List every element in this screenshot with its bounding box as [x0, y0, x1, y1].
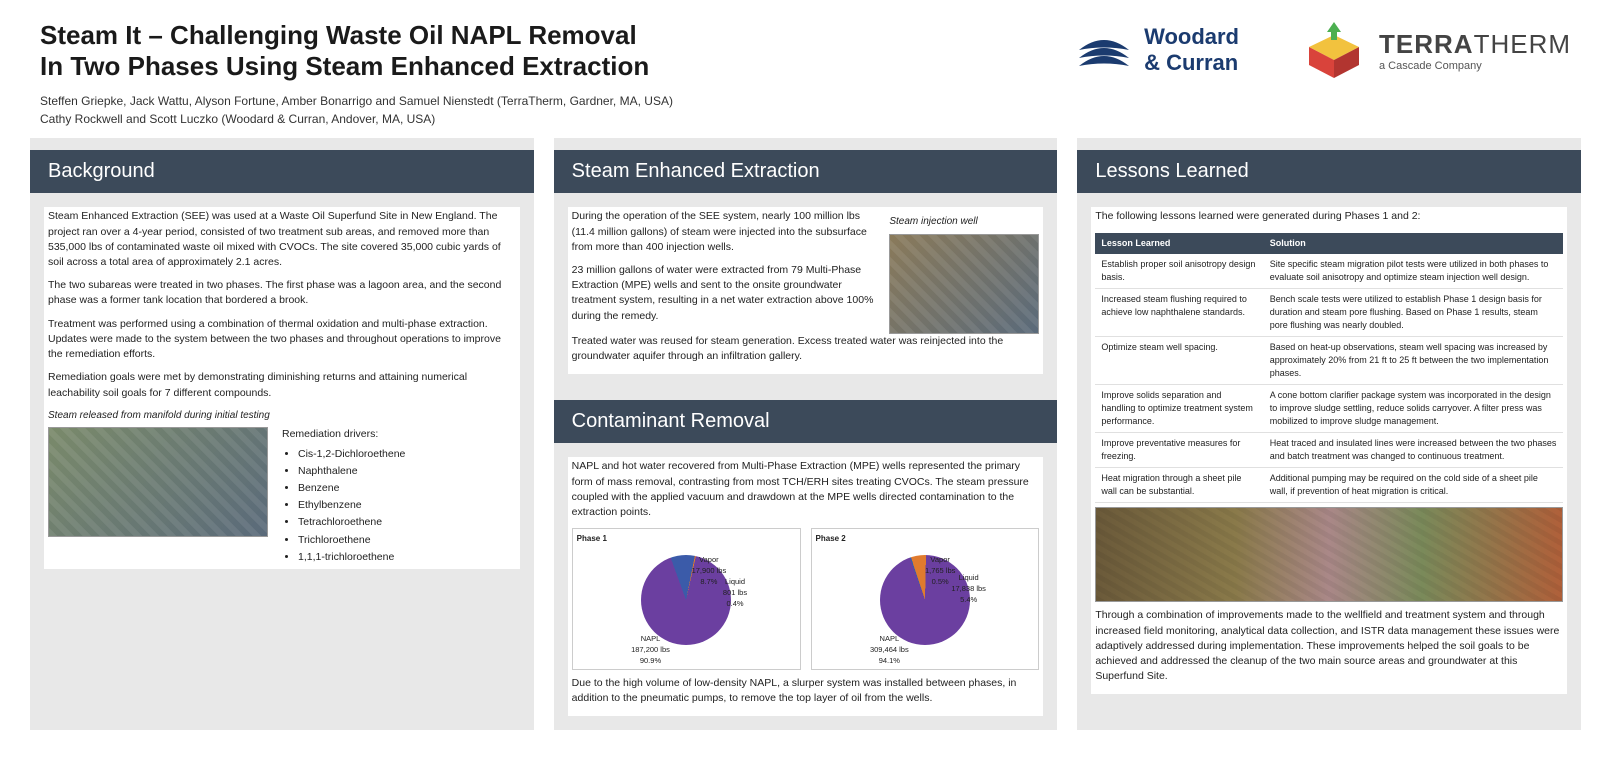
table-row: Optimize steam well spacing.Based on hea… [1095, 336, 1563, 384]
table-row: Establish proper soil anisotropy design … [1095, 254, 1563, 289]
phase1-card: Phase 1 Vapor 17,900 lbs 8.7% Liquid 801… [572, 528, 801, 670]
contaminant-body: NAPL and hot water recovered from Multi-… [568, 457, 1044, 716]
driver-item: Cis-1,2-Dichloroethene [298, 447, 405, 462]
see-p2: 23 million gallons of water were extract… [572, 263, 880, 324]
tt-cube-icon [1299, 20, 1369, 80]
cont-p1: NAPL and hot water recovered from Multi-… [572, 459, 1040, 520]
solution-cell: Heat traced and insulated lines were inc… [1264, 433, 1563, 468]
wc-mark-icon [1074, 25, 1134, 75]
lessons-col1: Lesson Learned [1095, 233, 1263, 254]
drivers-block: Remediation drivers: Cis-1,2-Dichloroeth… [282, 427, 405, 567]
site-aerial-photo [1095, 507, 1563, 602]
lessons-table: Lesson Learned Solution Establish proper… [1095, 233, 1563, 504]
poster-header: Steam It – Challenging Waste Oil NAPL Re… [0, 0, 1611, 138]
col-middle: Steam Enhanced Extraction During the ope… [554, 138, 1058, 730]
tt-light: THERM [1474, 29, 1571, 59]
p2-napl-label: NAPL 309,464 lbs 94.1% [870, 634, 909, 667]
see-body: During the operation of the SEE system, … [568, 207, 1044, 374]
driver-item: Benzene [298, 481, 405, 496]
bg-img-caption: Steam released from manifold during init… [48, 409, 516, 424]
lessons-col2: Solution [1264, 233, 1563, 254]
table-row: Heat migration through a sheet pile wall… [1095, 468, 1563, 503]
p1-napl-label: NAPL 187,200 lbs 90.9% [631, 634, 670, 667]
p2-liquid-label: Liquid 17,838 lbs 5.4% [951, 573, 986, 606]
driver-item: Naphthalene [298, 464, 405, 479]
woodard-curran-logo: Woodard & Curran [1074, 24, 1239, 76]
bg-p3: Treatment was performed using a combinat… [48, 317, 516, 363]
bg-p1: Steam Enhanced Extraction (SEE) was used… [48, 209, 516, 270]
phase1-title: Phase 1 [577, 533, 796, 545]
driver-item: Trichloroethene [298, 533, 405, 548]
logos: Woodard & Curran TERRATHERM a Cascade Co… [1074, 20, 1571, 80]
tt-text: TERRATHERM [1379, 29, 1571, 60]
solution-cell: Additional pumping may be required on th… [1264, 468, 1563, 503]
steam-manifold-photo [48, 427, 268, 537]
see-p1: During the operation of the SEE system, … [572, 209, 880, 255]
solution-cell: A cone bottom clarifier package system w… [1264, 385, 1563, 433]
phase2-card: Phase 2 Vapor 1,765 lbs 0.5% Liquid 17,8… [811, 528, 1040, 670]
wc-text-2: & Curran [1144, 50, 1239, 76]
columns: Background Steam Enhanced Extraction (SE… [0, 138, 1611, 730]
see-heading: Steam Enhanced Extraction [554, 150, 1058, 193]
authors-line-2: Cathy Rockwell and Scott Luczko (Woodard… [40, 110, 760, 128]
table-row: Improve solids separation and handling t… [1095, 385, 1563, 433]
authors: Steffen Griepke, Jack Wattu, Alyson Fort… [40, 92, 760, 128]
background-body: Steam Enhanced Extraction (SEE) was used… [44, 207, 520, 569]
lessons-closing: Through a combination of improvements ma… [1095, 608, 1563, 684]
title-block: Steam It – Challenging Waste Oil NAPL Re… [40, 20, 760, 128]
lesson-cell: Improve solids separation and handling t… [1095, 385, 1263, 433]
pie-charts: Phase 1 Vapor 17,900 lbs 8.7% Liquid 801… [572, 528, 1040, 670]
lessons-body: The following lessons learned were gener… [1091, 207, 1567, 694]
cont-p2: Due to the high volume of low-density NA… [572, 676, 1040, 706]
lesson-cell: Optimize steam well spacing. [1095, 336, 1263, 384]
col-lessons: Lessons Learned The following lessons le… [1077, 138, 1581, 730]
driver-item: Ethylbenzene [298, 498, 405, 513]
lessons-heading: Lessons Learned [1077, 150, 1581, 193]
p1-vapor-label: Vapor 17,900 lbs 8.7% [692, 555, 727, 588]
p1-liquid-label: Liquid 801 lbs 0.4% [723, 577, 747, 610]
steam-injection-well-photo [889, 234, 1039, 334]
see-img-caption: Steam injection well [889, 215, 1039, 230]
solution-cell: Site specific steam migration pilot test… [1264, 254, 1563, 289]
lesson-cell: Heat migration through a sheet pile wall… [1095, 468, 1263, 503]
terratherm-logo: TERRATHERM a Cascade Company [1299, 20, 1571, 80]
drivers-label: Remediation drivers: [282, 427, 405, 442]
title-line-1: Steam It – Challenging Waste Oil NAPL Re… [40, 20, 637, 50]
bg-p2: The two subareas were treated in two pha… [48, 278, 516, 308]
lesson-cell: Increased steam flushing required to ach… [1095, 288, 1263, 336]
table-row: Increased steam flushing required to ach… [1095, 288, 1563, 336]
driver-item: Tetrachloroethene [298, 515, 405, 530]
tt-main: TERRA [1379, 29, 1474, 59]
table-row: Improve preventative measures for freezi… [1095, 433, 1563, 468]
wc-text-1: Woodard [1144, 24, 1239, 50]
drivers-list: Cis-1,2-Dichloroethene Naphthalene Benze… [282, 447, 405, 566]
lesson-cell: Improve preventative measures for freezi… [1095, 433, 1263, 468]
solution-cell: Based on heat-up observations, steam wel… [1264, 336, 1563, 384]
background-heading: Background [30, 150, 534, 193]
tt-sub: a Cascade Company [1379, 60, 1571, 72]
poster-title: Steam It – Challenging Waste Oil NAPL Re… [40, 20, 760, 82]
solution-cell: Bench scale tests were utilized to estab… [1264, 288, 1563, 336]
see-p3: Treated water was reused for steam gener… [572, 334, 1040, 364]
bg-p4: Remediation goals were met by demonstrat… [48, 370, 516, 400]
lesson-cell: Establish proper soil anisotropy design … [1095, 254, 1263, 289]
col-background: Background Steam Enhanced Extraction (SE… [30, 138, 534, 730]
contaminant-heading: Contaminant Removal [554, 400, 1058, 443]
lessons-intro: The following lessons learned were gener… [1095, 209, 1563, 224]
phase2-title: Phase 2 [816, 533, 1035, 545]
driver-item: 1,1,1-trichloroethene [298, 550, 405, 565]
see-img-block: Steam injection well [889, 209, 1039, 334]
authors-line-1: Steffen Griepke, Jack Wattu, Alyson Fort… [40, 92, 760, 110]
title-line-2: In Two Phases Using Steam Enhanced Extra… [40, 51, 649, 81]
